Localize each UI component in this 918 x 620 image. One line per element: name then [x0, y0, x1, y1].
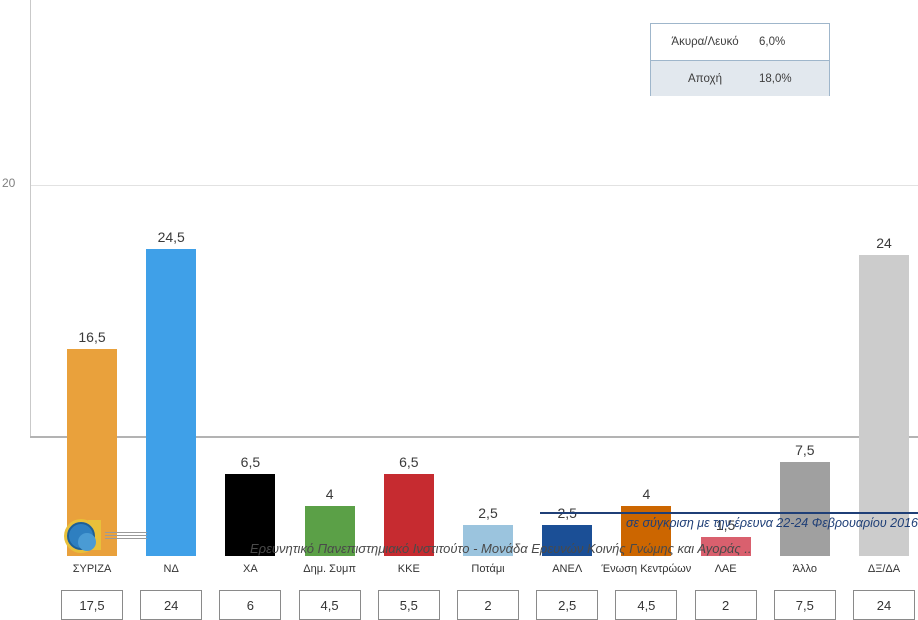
bar-ΑΝΕΛ[interactable]: [542, 524, 593, 556]
bar-value-label: 16,5: [78, 328, 106, 345]
y-axis-tick-20: 20: [2, 176, 16, 190]
bar-ΚΚΕ[interactable]: [383, 474, 434, 556]
bar-group: 2,5 Ποτάμι 2: [457, 120, 519, 620]
bar-ΔΞ/ΔΑ[interactable]: [859, 254, 909, 556]
previous-value-box-Άλλο: 7,5: [773, 590, 836, 620]
previous-value-box-ΧΑ: 6: [219, 590, 282, 620]
bar-group: 2,5 ΑΝΕΛ 2,5: [536, 120, 599, 620]
category-label-ΧΑ: ΧΑ: [243, 563, 258, 575]
institute-logo: [62, 518, 147, 556]
x-axis-line: [30, 436, 918, 438]
previous-value-box-ΔΞ/ΔΑ: 24: [853, 590, 915, 620]
category-label-ΛΑΕ: ΛΑΕ: [714, 563, 737, 575]
gridline-20: [31, 185, 918, 186]
institute-credit: Ερευνητικό Πανεπιστημιακό Ινστιτούτο - Μ…: [250, 541, 752, 556]
previous-value-box-ΚΚΕ: 5,5: [377, 590, 440, 620]
bar-value-label: 4: [642, 485, 651, 502]
legend-label-abstention: Αποχή: [688, 72, 722, 85]
legend-box: Άκυρα/Λευκό 6,0% Αποχή 18,0%: [650, 23, 830, 96]
category-label-ΚΚΕ: ΚΚΕ: [397, 563, 420, 575]
bar-group: 24,5 ΝΔ 24: [140, 120, 203, 620]
legend-row-abstention: Αποχή 18,0%: [651, 60, 829, 96]
previous-value-box-Ένωση Κεντρώων: 4,5: [615, 590, 678, 620]
bar-value-label: 24: [876, 234, 892, 251]
bar-group: 6,5 ΚΚΕ 5,5: [377, 120, 440, 620]
logo-globe-icon: [67, 522, 96, 551]
footer-divider: [540, 512, 918, 514]
legend-row-invalid-blank: Άκυρα/Λευκό 6,0%: [651, 24, 829, 60]
logo-globe-inner: [78, 533, 96, 551]
legend-value-invalid-blank: 6,0%: [759, 36, 786, 48]
logo-wordmark: [105, 532, 147, 541]
category-label-Δημ. Συμπ: Δημ. Συμπ: [303, 563, 356, 575]
previous-value-box-ΑΝΕΛ: 2,5: [536, 590, 599, 620]
bar-value-label: 2,5: [478, 504, 498, 521]
bar-Δημ. Συμπ[interactable]: [304, 505, 355, 556]
previous-value-box-ΛΑΕ: 2: [694, 590, 757, 620]
legend-value-abstention: 18,0%: [759, 72, 792, 85]
previous-value-box-Δημ. Συμπ: 4,5: [298, 590, 361, 620]
bar-group: 4 Ένωση Κεντρώων 4,5: [602, 120, 691, 620]
bar-value-label: 6,5: [399, 454, 419, 471]
category-label-ΣΥΡΙΖΑ: ΣΥΡΙΖΑ: [72, 563, 112, 575]
category-label-ΝΔ: ΝΔ: [163, 563, 179, 575]
bar-ΧΑ[interactable]: [225, 474, 276, 556]
bar-Ένωση Κεντρώων[interactable]: [621, 505, 672, 556]
category-label-Ποτάμι: Ποτάμι: [471, 563, 505, 575]
comparison-note: σε σύγκριση με την έρευνα 22-24 Φεβρουαρ…: [625, 516, 918, 530]
bar-ΛΑΕ[interactable]: [700, 537, 751, 556]
previous-value-box-Ποτάμι: 2: [457, 590, 519, 620]
bar-group: 1,5 ΛΑΕ 2: [694, 120, 757, 620]
bar-Άλλο[interactable]: [779, 461, 830, 556]
bar-value-label: 1,5: [715, 517, 736, 534]
bar-value-label: 7,5: [795, 441, 815, 458]
previous-value-box-ΝΔ: 24: [140, 590, 203, 620]
y-axis-line: [30, 0, 31, 437]
bar-value-label: 24,5: [157, 228, 185, 245]
category-label-Άλλο: Άλλο: [792, 563, 817, 575]
bar-group: 6,5 ΧΑ 6: [219, 120, 282, 620]
bar-value-label: 6,5: [240, 454, 261, 471]
bar-value-label: 4: [325, 485, 334, 502]
bar-group: 4 Δημ. Συμπ 4,5: [298, 120, 361, 620]
bar-group: 7,5 Άλλο 7,5: [773, 120, 836, 620]
logo-badge-icon: [62, 518, 102, 556]
previous-value-box-ΣΥΡΙΖΑ: 17,5: [61, 590, 123, 620]
bar-ΝΔ[interactable]: [146, 248, 197, 556]
category-label-ΔΞ/ΔΑ: ΔΞ/ΔΑ: [867, 563, 901, 575]
legend-label-invalid-blank: Άκυρα/Λευκό: [671, 36, 739, 48]
bar-group: 16,5 ΣΥΡΙΖΑ 17,5: [61, 120, 123, 620]
bar-group: 24 ΔΞ/ΔΑ 24: [853, 120, 915, 620]
bar-Ποτάμι[interactable]: [463, 524, 513, 556]
